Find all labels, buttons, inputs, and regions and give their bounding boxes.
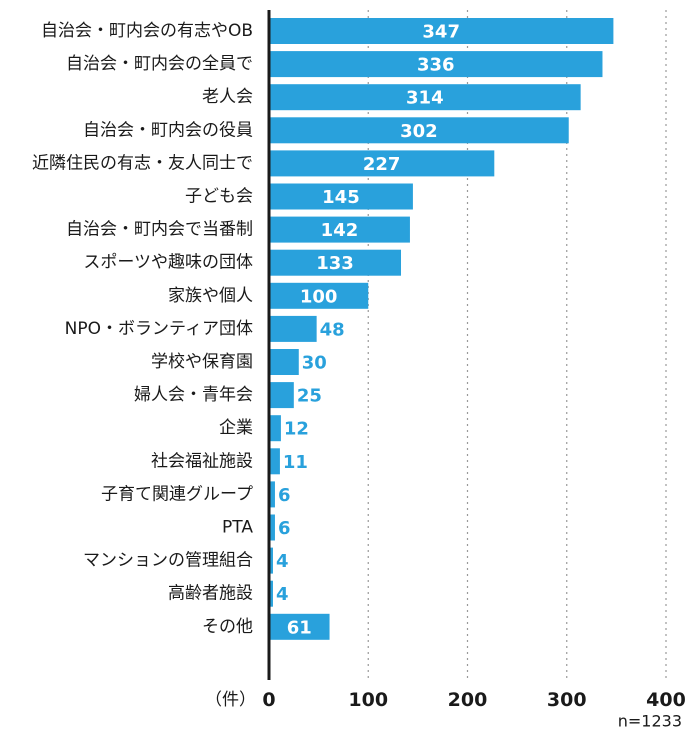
x-tick-label: 400 [646,689,686,711]
category-label: 近隣住民の有志・友人同士で [32,153,253,173]
category-label: 老人会 [202,87,253,107]
bar [269,150,495,177]
category-label: 婦人会・青年会 [134,385,253,405]
category-label: 自治会・町内会の役員 [83,120,253,140]
value-label: 314 [406,88,444,109]
category-labels: 自治会・町内会の有志やOB 自治会・町内会の全員で老人会自治会・町内会の役員近隣住… [32,21,253,637]
bar [269,282,369,309]
category-label: 自治会・町内会の全員で [66,54,253,74]
value-label: 133 [316,253,354,274]
bar [269,481,275,508]
value-label: 4 [276,551,289,572]
bar [269,249,402,276]
category-label: 企業 [219,418,253,438]
value-label: 142 [321,220,359,241]
bar [269,580,273,607]
category-label: 高齢者施設 [168,584,253,604]
category-label: 子ども会 [185,187,253,207]
bar [269,382,294,409]
value-label: 12 [284,419,309,440]
category-label: NPO・ボランティア団体 [65,319,253,339]
category-label: 家族や個人 [168,286,253,306]
bar [269,51,603,78]
value-label: 4 [276,584,289,605]
category-label: 子育て関連グループ [101,484,253,504]
category-label: 学校や保育園 [151,352,253,372]
bar [269,18,614,44]
x-tick-label: 300 [547,689,587,711]
bars [269,18,614,640]
bar [269,514,275,541]
value-label: 336 [417,55,455,76]
x-tick-label: 100 [348,689,388,711]
category-label: その他 [202,617,253,637]
bar [269,613,330,640]
value-label: 6 [278,485,291,506]
sample-size-note: n=1233 [618,712,682,730]
bar [269,315,317,342]
category-label: 自治会・町内会で当番制 [66,220,253,240]
x-axis-unit-label: （件） [205,690,256,710]
bar [269,448,280,475]
x-tick-label: 200 [448,689,488,711]
value-label: 100 [300,286,338,307]
x-tick-labels: 0 100 200 300 400 [262,689,685,711]
category-label: スポーツや趣味の団体 [83,253,253,273]
category-label: マンションの管理組合 [83,551,253,571]
value-label: 302 [400,121,438,142]
value-label: 145 [322,187,360,208]
value-label: 347 [422,22,460,43]
category-label: 自治会・町内会の有志やOB [41,21,253,41]
x-tick-label: 0 [262,689,275,711]
bar [269,216,410,243]
bar [269,84,581,111]
value-label: 227 [363,154,401,175]
grid-lines [367,10,667,680]
value-label: 11 [283,452,308,473]
value-label: 61 [287,617,312,638]
value-label: 30 [302,353,327,374]
category-label: 社会福祉施設 [151,451,253,471]
value-label: 25 [297,386,322,407]
category-label: PTA [222,518,253,538]
bar [269,349,299,375]
bar [269,117,569,144]
bar [269,547,273,574]
value-label: 48 [320,319,345,340]
bar [269,415,281,442]
bar [269,183,413,210]
value-label: 6 [278,518,291,539]
